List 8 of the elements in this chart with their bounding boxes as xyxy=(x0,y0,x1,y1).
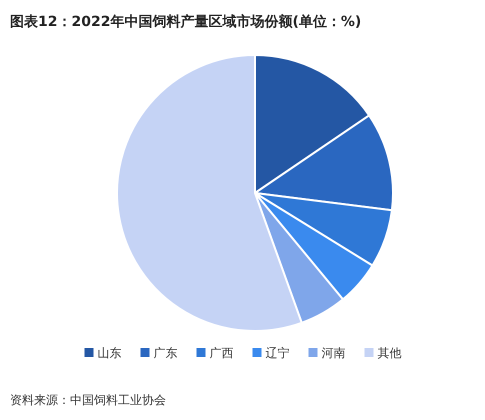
legend-label: 广东 xyxy=(154,346,178,360)
chart-title: 图表12：2022年中国饲料产量区域市场份额(单位：%) xyxy=(10,13,362,30)
legend-label: 广西 xyxy=(210,346,234,360)
legend-label: 河南 xyxy=(322,346,346,360)
legend-label: 辽宁 xyxy=(266,346,290,360)
text: 资料来源：中国饲料工业协会 xyxy=(10,393,166,407)
legend-label: 其他 xyxy=(378,346,402,360)
legend-label: 山东 xyxy=(98,346,122,360)
